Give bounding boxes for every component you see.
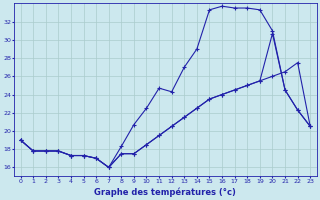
- X-axis label: Graphe des températures (°c): Graphe des températures (°c): [94, 187, 236, 197]
